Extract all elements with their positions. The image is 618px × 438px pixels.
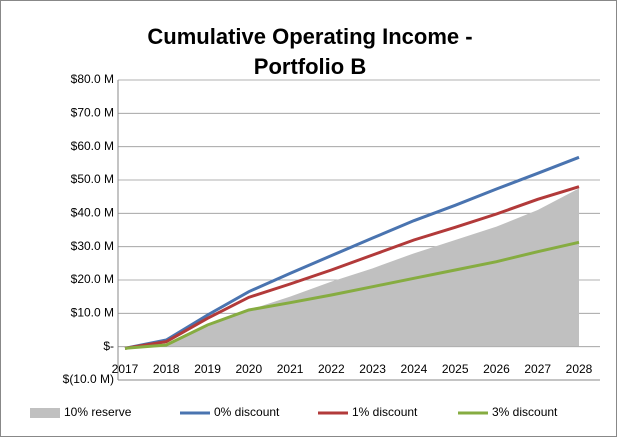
x-tick-label: 2020 (235, 362, 262, 376)
y-tick-label: $10.0 M (71, 306, 114, 320)
line (124, 155, 580, 350)
legend-label: 1% discount (352, 405, 418, 419)
y-tick-label: $50.0 M (71, 172, 114, 186)
legend-label: 0% discount (214, 405, 280, 419)
x-tick-label: 2027 (524, 362, 551, 376)
chart-title: Portfolio B (254, 54, 366, 79)
y-tick-label: $- (103, 339, 114, 353)
y-tick-label: $20.0 M (71, 272, 114, 286)
x-tick-label: 2022 (318, 362, 345, 376)
y-tick-label: $80.0 M (71, 72, 114, 86)
line (124, 185, 580, 350)
y-tick-label: $40.0 M (71, 206, 114, 220)
chart-title: Cumulative Operating Income - (147, 24, 472, 49)
area (125, 188, 579, 349)
x-tick-label: 2026 (483, 362, 510, 376)
x-tick-label: 2024 (401, 362, 428, 376)
legend-label: 10% reserve (64, 405, 132, 419)
line (124, 240, 580, 350)
x-tick-label: 2021 (277, 362, 304, 376)
x-tick-label: 2019 (194, 362, 221, 376)
x-tick-label: 2018 (153, 362, 180, 376)
y-tick-label: $60.0 M (71, 139, 114, 153)
y-tick-label: $70.0 M (71, 106, 114, 120)
x-tick-label: 2017 (112, 362, 139, 376)
legend-label: 3% discount (492, 405, 558, 419)
y-tick-label: $30.0 M (71, 239, 114, 253)
x-tick-label: 2025 (442, 362, 469, 376)
y-tick-label: $(10.0 M) (63, 372, 114, 386)
x-tick-label: 2028 (566, 362, 593, 376)
x-tick-label: 2023 (359, 362, 386, 376)
legend-swatch (30, 408, 60, 418)
